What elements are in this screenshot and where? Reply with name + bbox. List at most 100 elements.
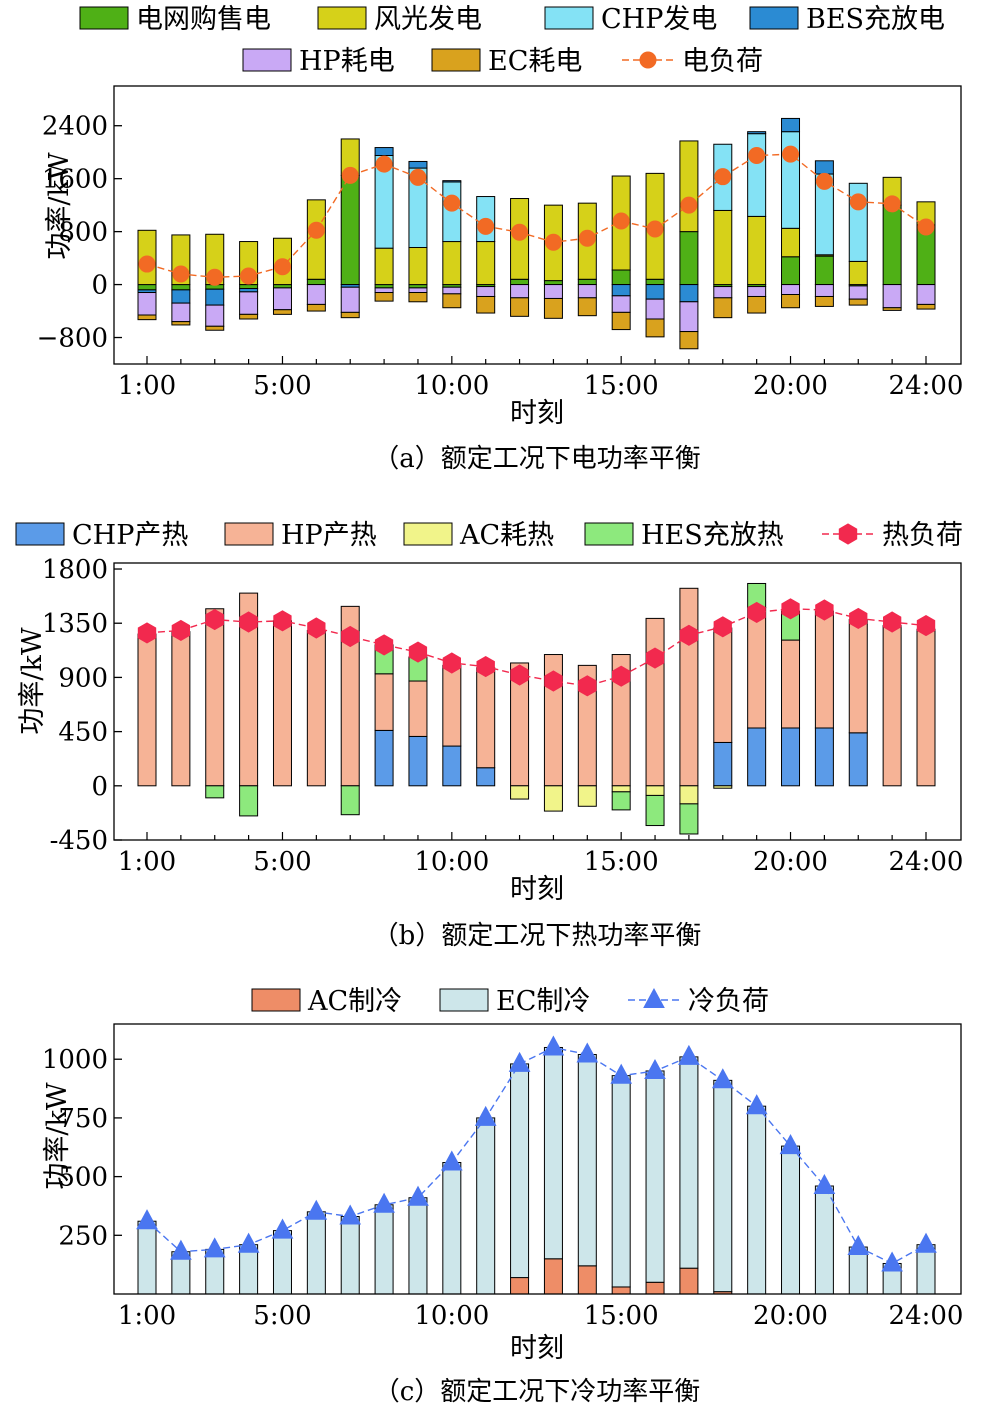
y-tick-label: 800 [58,218,108,248]
legend-swatch-series-0 [15,522,65,546]
panel-c-plot: 250 500 750 1000 1:00 5:00 10:00 15:00 20:00 24:0… [42,1035,964,1331]
bar-series-4-t8 [374,287,394,294]
bar-series-5-t13 [543,297,563,319]
bar-series-0-t20 [781,727,801,787]
bar-series-4-t11 [476,286,496,297]
y-tick-label: 1600 [42,165,108,195]
bar-series-5-t24 [916,303,936,310]
bar-series-1-t14 [577,1054,597,1267]
load-line [146,153,927,279]
panel-a-plot: −800 0 800 1600 2400 1:00 5:00 10:00 15:00 20:00 2… [37,112,964,401]
load-point-t2 [171,619,190,641]
bar-series-1-t9 [408,680,428,737]
legend-swatch-series-3 [749,6,799,30]
load-point-t20 [781,598,800,620]
legend-swatch-series-2 [403,522,453,546]
bar-series-5-t15 [611,311,631,331]
load-point-t19 [745,1094,768,1115]
load-point-t18 [713,616,732,638]
bar-series-1-t18 [713,1079,733,1293]
bar-series-1-t19 [747,215,767,286]
bar-series-0-t10 [442,745,462,787]
panel-c-frame [113,1023,962,1295]
bar-series-1-t10 [442,664,462,747]
load-point-t21 [815,599,834,621]
bar-series-5-t4 [239,313,259,320]
legend-label-series-0: CHP产热 [72,520,188,551]
legend-line-marker [639,51,657,69]
bar-series-1-t22 [848,619,868,734]
bar-series-4-t6 [306,284,326,305]
bar-series-4-t20 [781,284,801,296]
legend-label-series-0: AC制冷 [307,986,402,1017]
bar-series-2-t16 [645,785,665,796]
legend-swatch-series-4 [242,48,292,72]
legend-label-series-5: EC耗电 [488,46,582,77]
load-point-t18 [711,1068,734,1089]
load-point-t23 [883,195,901,213]
bar-series-0-t13 [543,280,563,286]
load-point-t8 [374,634,394,656]
load-point-t9 [407,1185,429,1206]
bar-series-4-t18 [713,286,733,299]
bar-series-4-t16 [645,298,665,320]
x-tick-label: 24:00 [889,1301,964,1331]
load-point-t8 [375,155,393,173]
bar-series-1-t7 [340,1216,360,1295]
x-tick-label: 20:00 [753,1301,828,1331]
panel-b-ylabel: 功率/kW [17,627,48,734]
legend-swatch-series-1 [224,522,274,546]
x-tick-label: 10:00 [414,1301,489,1331]
bar-series-1-t21 [814,610,834,729]
bar-series-0-t14 [577,278,597,286]
y-tick-label: 1800 [42,555,108,585]
legend-label-load: 热负荷 [882,520,963,551]
load-point-t23 [883,611,902,633]
bar-series-5-t8 [374,292,394,302]
bar-series-1-t5 [272,1230,292,1295]
bar-series-4-t7 [340,286,360,313]
load-point-t17 [679,624,699,646]
bar-series-5-t18 [713,297,733,319]
x-tick-label: 24:00 [889,847,964,877]
bar-series-1-t3 [205,608,225,787]
bar-series-0-t8 [374,729,394,787]
load-point-t24 [915,1232,937,1253]
load-point-t2 [172,265,190,283]
bar-series-1-t22 [848,260,868,286]
bar-series-0-t6 [306,278,326,286]
panel-c-legend: AC制冷 EC制冷 冷负荷 [251,986,769,1017]
load-point-t10 [442,652,461,674]
bar-series-5-t2 [171,321,191,326]
y-tick-label: 1350 [42,609,108,639]
x-tick-label: 5:00 [253,371,311,401]
bar-series-0-t21 [814,255,834,286]
bar-series-0-t16 [645,1281,665,1295]
bar-series-2-t19 [747,133,767,217]
load-point-t17 [680,196,698,214]
load-point-t10 [443,194,461,212]
bar-series-2-t12 [510,785,530,800]
load-point-t4 [239,611,258,633]
load-point-t3 [206,268,224,286]
bar-series-3-t8 [374,147,394,157]
load-point-t16 [645,647,665,669]
panel-a-legend: 电网购售电 风光发电 CHP发电 BES充放电 HP耗电 EC耗电 电负荷 [79,4,945,77]
bar-series-3-t20 [781,117,801,133]
bar-series-1-t8 [374,1204,394,1295]
bar-series-3-t4 [239,785,259,817]
bar-series-4-t17 [679,301,699,333]
bar-series-1-t18 [713,627,733,743]
panel-c-ylabel: 功率/kW [42,1082,73,1189]
bar-series-2-t10 [442,181,462,243]
load-point-t16 [646,220,664,238]
bar-series-1-t8 [374,247,394,286]
load-point-t21 [815,172,833,190]
bar-series-5-t22 [848,298,868,306]
bar-series-1-t10 [442,1162,462,1295]
load-point-t21 [813,1173,836,1194]
bar-series-3-t21 [814,160,834,175]
bar-series-5-t17 [679,331,699,350]
load-point-t7 [341,166,359,184]
bar-series-1-t11 [476,1117,496,1295]
